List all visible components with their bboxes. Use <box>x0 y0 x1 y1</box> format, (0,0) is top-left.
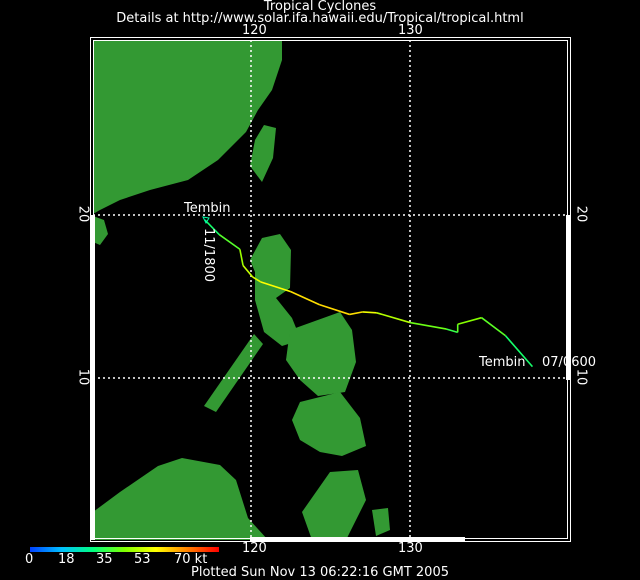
land-luzon <box>250 234 301 346</box>
lon-label-130-bottom: 130 <box>398 541 423 556</box>
track-segment <box>481 317 506 337</box>
storm-start-time: 07/0600 <box>542 355 597 370</box>
grid <box>93 40 568 540</box>
lon-label-120-top: 120 <box>242 23 267 38</box>
track-segment <box>242 265 254 278</box>
track-segment <box>218 233 241 250</box>
track-segment <box>252 276 261 283</box>
track-segment <box>504 335 534 368</box>
lat-label-20-right: 20 <box>573 205 589 223</box>
map-title: Tropical Cyclones <box>263 0 377 14</box>
storm-end-marker <box>202 216 210 225</box>
track-segment <box>290 290 320 306</box>
track-segment <box>362 311 377 314</box>
frame-bar-right <box>566 215 570 380</box>
lon-label-130-top: 130 <box>398 23 423 38</box>
legend-tick-35: 35 <box>96 552 113 567</box>
land <box>93 40 390 540</box>
land-islet <box>372 508 390 536</box>
legend-tick-18: 18 <box>58 552 75 567</box>
track-segment <box>260 281 291 293</box>
track-segment <box>319 303 350 316</box>
lat-label-10-right: 10 <box>573 368 589 386</box>
frame-outer <box>90 37 571 542</box>
storm-name-start: Tembin <box>479 355 526 370</box>
track-segment <box>446 328 458 334</box>
storm-name-end: Tembin <box>184 201 231 216</box>
land-sulawesi <box>302 470 366 540</box>
lat-label-10-left: 10 <box>75 368 91 386</box>
legend-tick-0: 0 <box>25 552 34 567</box>
frame-bar-left <box>91 215 95 540</box>
wind-speed-colorbar <box>30 547 219 552</box>
lon-label-120-bottom: 120 <box>242 541 267 556</box>
track-segment <box>239 249 244 266</box>
track-segment <box>349 311 363 316</box>
land-borneo <box>93 458 268 540</box>
frame-bar-bottom <box>250 537 465 541</box>
plotted-timestamp: Plotted Sun Nov 13 06:22:16 GMT 2005 <box>191 565 449 580</box>
track-segment <box>457 316 482 325</box>
legend-tick-53: 53 <box>134 552 151 567</box>
track-segment <box>376 312 411 324</box>
track-segment <box>409 321 447 330</box>
legend-tick-70: 70 kt <box>174 552 208 567</box>
storm-end-time: 11/1800 <box>201 228 216 283</box>
land-palawan <box>204 334 263 412</box>
map-subtitle[interactable]: Details at http://www.solar.ifa.hawaii.e… <box>116 11 524 26</box>
lat-label-20-left: 20 <box>75 205 91 223</box>
land-visayas <box>286 312 356 396</box>
storm-track <box>204 219 534 368</box>
land-taiwan <box>250 125 276 182</box>
track-segment <box>204 219 220 236</box>
land-mindanao <box>292 392 366 456</box>
land-china <box>93 40 282 214</box>
land-hainan <box>93 216 108 245</box>
